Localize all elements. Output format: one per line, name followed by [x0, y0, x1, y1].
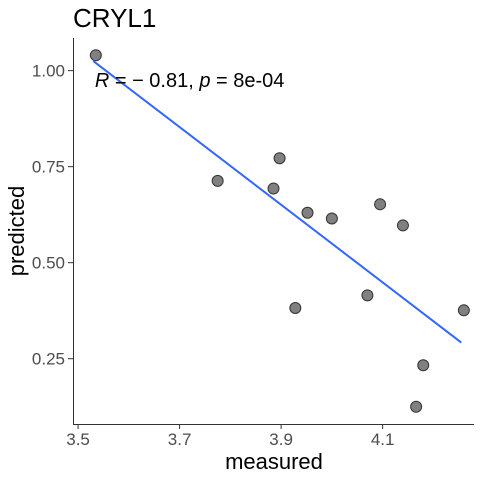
data-point-8 — [361, 289, 374, 302]
data-point-1 — [89, 49, 102, 62]
data-point-11 — [410, 400, 423, 413]
correlation-annotation: R = − 0.81, p = 8e-04 — [95, 70, 285, 92]
x-tick-label-2: 3.7 — [168, 430, 192, 449]
data-point-5 — [289, 302, 302, 315]
regression-line-layer — [92, 60, 462, 344]
data-point-2 — [211, 174, 224, 187]
annotation-p-value: = 8e-04 — [210, 70, 284, 92]
points-layer — [89, 49, 470, 413]
x-tick-label-4: 4.1 — [371, 430, 395, 449]
y-tick-label-2: 0.50 — [32, 254, 65, 273]
data-point-4 — [273, 152, 286, 165]
chart-title: CRYL1 — [73, 3, 156, 33]
data-point-3 — [267, 182, 280, 195]
data-point-13 — [457, 304, 470, 317]
y-tick-label-4: 1.00 — [32, 62, 65, 81]
y-axis-title: predicted — [4, 186, 29, 277]
regression-line — [92, 60, 462, 344]
annotation-r-symbol: R — [95, 70, 109, 92]
annotation-r-value: = − 0.81, — [109, 70, 199, 92]
x-tick-label-1: 3.5 — [66, 430, 90, 449]
y-tick-label-1: 0.25 — [32, 350, 65, 369]
x-axis-title: measured — [225, 449, 323, 474]
y-tick-label-3: 0.75 — [32, 158, 65, 177]
data-point-10 — [396, 219, 409, 232]
x-tick-label-3: 3.9 — [269, 430, 293, 449]
data-point-12 — [417, 359, 430, 372]
y-axis-ticks: 0.25 0.50 0.75 1.00 — [32, 62, 73, 369]
annotation-p-symbol: p — [198, 70, 210, 92]
data-point-7 — [325, 212, 338, 225]
x-axis-ticks: 3.5 3.7 3.9 4.1 — [66, 424, 394, 449]
data-point-9 — [374, 198, 387, 211]
data-point-6 — [301, 206, 314, 219]
